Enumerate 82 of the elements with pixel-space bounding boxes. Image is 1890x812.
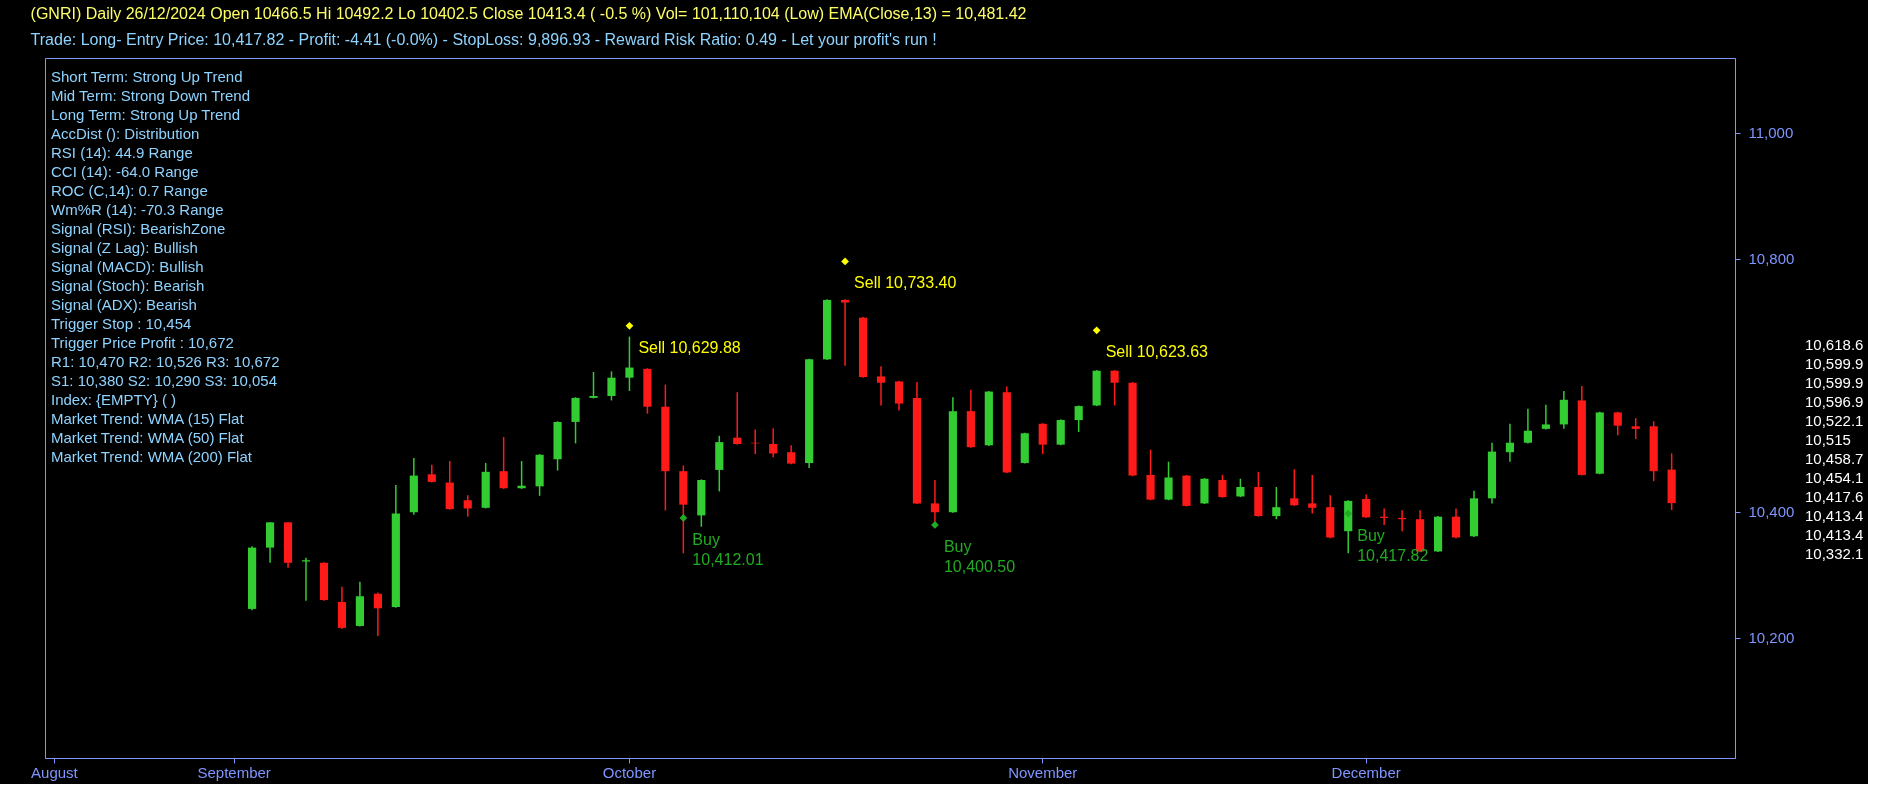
y-tick-label: 10,200: [1748, 629, 1795, 647]
text: 10,599.9: [1805, 374, 1864, 391]
annotation: Mid Term: Strong Down Trend: [51, 87, 250, 104]
x-tick-label: November: [1008, 763, 1078, 781]
candlestick: [894, 380, 904, 412]
candlestick: [463, 494, 472, 518]
text: 10,417.6: [1805, 488, 1864, 505]
candlestick: [1272, 486, 1281, 520]
candlestick: [1290, 468, 1299, 507]
candlestick: [1451, 507, 1461, 539]
y-tick-label: 10,800: [1748, 250, 1795, 268]
point: [679, 514, 688, 522]
candlestick: [1631, 417, 1640, 440]
candlestick: [499, 436, 508, 490]
candlestick: [1541, 404, 1550, 431]
candlestick: [1505, 423, 1515, 463]
text: 10,413.4: [1805, 526, 1864, 543]
data-label: Sell 10,623.63: [1105, 343, 1209, 361]
data-label: Buy 10,400.50: [943, 537, 1016, 575]
point: [625, 322, 634, 330]
annotation: Market Trend: WMA (15) Flat: [51, 410, 245, 427]
candlestick: [1164, 460, 1173, 501]
candlestick: [876, 365, 886, 407]
chart-subtitle: Trade: Long- Entry Price: 10,417.82 - Profit: -4.41 (-0.0%) - StopLoss: 9,896.93 - Reward Risk Ratio: 0.49 - Let your profit's run !: [30, 31, 937, 48]
text: 10,618.6: [1805, 336, 1864, 353]
candlestick: [1523, 407, 1532, 445]
candlestick: [769, 427, 778, 459]
annotation: Market Trend: WMA (50) Flat: [51, 429, 245, 446]
annotation: Index: {EMPTY} ( ): [51, 391, 177, 408]
point: [931, 521, 939, 529]
annotation: Wm%R (14): -70.3 Range: [51, 201, 224, 218]
candlestick: [1074, 404, 1083, 433]
x-tick-label: December: [1331, 763, 1401, 781]
annotation: Market Trend: WMA (200) Flat: [51, 448, 253, 465]
annotation: Trigger Price Profit : 10,672: [51, 334, 234, 351]
y-tick-label: 11,000: [1748, 124, 1794, 142]
text: 10,599.9: [1805, 355, 1864, 372]
candlestick: [625, 335, 634, 392]
annotation: Signal (Z Lag): Bullish: [51, 239, 198, 256]
annotation: Signal (RSI): BearishZone: [51, 220, 226, 237]
annotation: Signal (MACD): Bullish: [51, 258, 204, 275]
text: 10,522.1: [1805, 412, 1864, 429]
candlestick: [1218, 474, 1227, 499]
candlestick: [1308, 474, 1317, 515]
candlestick: [1038, 422, 1047, 455]
point: [841, 257, 849, 266]
annotation: R1: 10,470 R2: 10,526 R3: 10,672: [51, 353, 280, 370]
candlestick: [1362, 493, 1371, 519]
point: [1092, 326, 1101, 335]
annotation: Trigger Stop : 10,454: [51, 315, 192, 332]
data-label: Buy 10,417.82: [1357, 526, 1429, 564]
candlestick: [607, 370, 616, 402]
y-tick-label: 10,400: [1748, 503, 1795, 521]
annotation: ROC (C,14): 0.7 Range: [51, 182, 208, 199]
candlestick: [373, 591, 382, 637]
text: 10,596.9: [1805, 393, 1864, 410]
text: 10,454.1: [1805, 469, 1864, 486]
data-label: Sell 10,629.88: [638, 338, 741, 356]
annotation: Signal (Stoch): Bearish: [51, 277, 205, 294]
annotation: Signal (ADX): Bearish: [51, 296, 197, 313]
data-label: Sell 10,733.40: [854, 274, 957, 292]
annotation: AccDist (): Distribution: [51, 125, 200, 142]
candlestick: [589, 371, 598, 400]
annotation: CCI (14): -64.0 Range: [51, 163, 199, 180]
annotation: Short Term: Strong Up Trend: [51, 68, 243, 85]
point: [1344, 509, 1353, 518]
text: 10,458.7: [1805, 450, 1864, 467]
candlestick: [733, 391, 742, 446]
candlestick: [301, 556, 311, 602]
chart-title: (GNRI) Daily 26/12/2024 Open 10466.5 Hi 10492.2 Lo 10402.5 Close 10413.4 ( -0.5 %) Vol= 101,110,104 (Low) EMA(Close,13) = 10,481.42: [30, 5, 1027, 22]
text: 10,413.4: [1805, 507, 1864, 524]
annotation: Long Term: Strong Up Trend: [51, 106, 240, 123]
data-label: Buy 10,412.01: [692, 530, 764, 568]
annotation: S1: 10,380 S2: 10,290 S3: 10,054: [51, 372, 278, 389]
text: 10,515: [1805, 431, 1851, 448]
x-tick-label: September: [197, 763, 271, 781]
x-tick-label: October: [602, 763, 657, 781]
candlestick: [1236, 478, 1245, 498]
text: 10,332.1: [1805, 545, 1864, 562]
annotation: RSI (14): 44.9 Range: [51, 144, 193, 161]
x-tick-label: August: [31, 763, 79, 781]
candlestick: [1110, 369, 1119, 407]
